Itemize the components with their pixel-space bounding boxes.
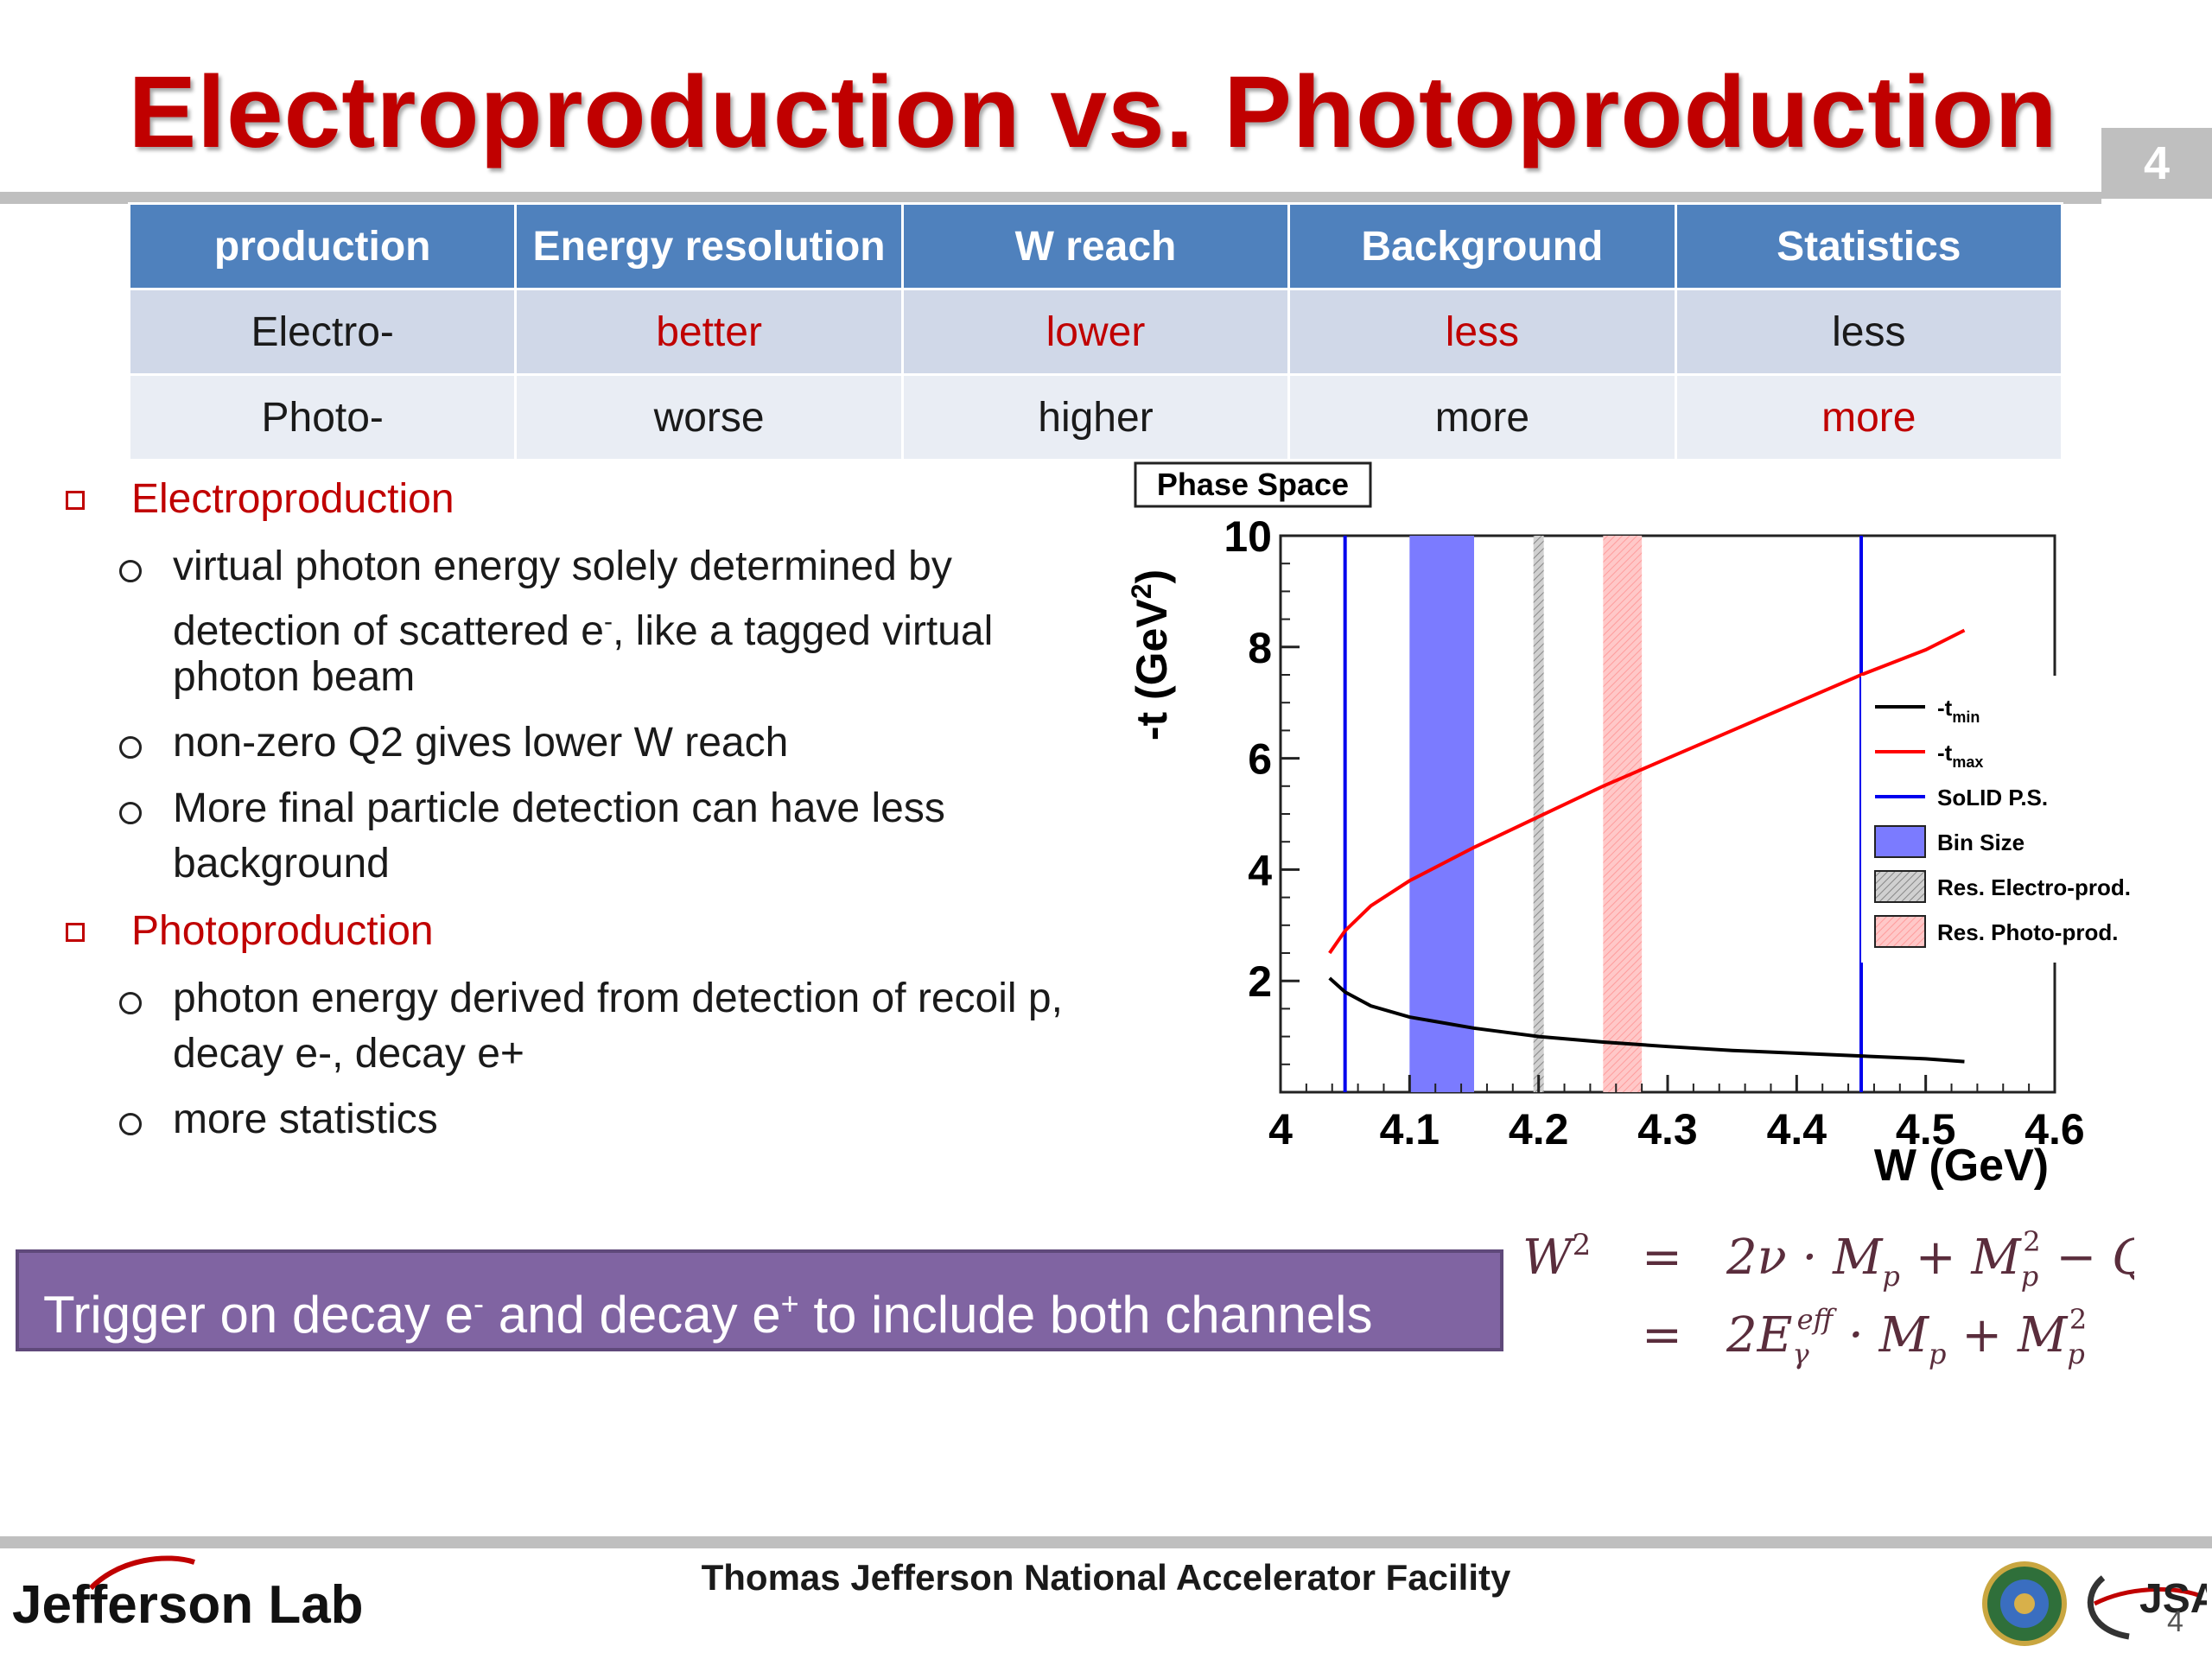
circle-bullet-icon: [119, 992, 142, 1014]
equation-line-2: 2Eγeff · Mp + Mp2: [1726, 1303, 2087, 1370]
cell-photo-background: more: [1287, 373, 1677, 461]
cell-photo-wreach: higher: [900, 373, 1291, 461]
table-row: Photo- worse higher more more: [127, 373, 2064, 461]
legend-label: SoLID P.S.: [1937, 785, 2048, 810]
x-tick-label: 4.1: [1380, 1105, 1440, 1154]
bullet-text: virtual photon energy solely determined …: [173, 543, 952, 589]
circle-bullet-icon: [119, 1113, 142, 1135]
bullet-text: more statistics: [173, 1096, 438, 1142]
svg-text:JSA: JSA: [2139, 1576, 2207, 1622]
x-tick-label: 4.3: [1637, 1105, 1698, 1154]
bullet-text: photon beam: [173, 654, 416, 700]
band-res-photo-prod-: [1603, 536, 1643, 1092]
legend-label: Res. Electro-prod.: [1937, 874, 2131, 900]
legend-label: Res. Photo-prod.: [1937, 919, 2118, 945]
doe-seal-icon: [1982, 1561, 2067, 1646]
legend-swatch: [1874, 870, 1926, 903]
cell-photo: Photo-: [127, 373, 518, 461]
jefferson-lab-swoosh-icon: [88, 1555, 195, 1591]
x-tick-label: 4.6: [2024, 1105, 2085, 1154]
x-tick-label: 4.5: [1896, 1105, 1956, 1154]
x-tick-label: 4.2: [1509, 1105, 1569, 1154]
x-axis-label: W (GeV): [1874, 1141, 2049, 1191]
header-energy-resolution: Energy resolution: [514, 202, 904, 290]
heading-photoproduction: Photoproduction: [131, 908, 434, 954]
legend-label: Bin Size: [1937, 830, 2024, 855]
bullet-text: More final particle detection can have l…: [173, 785, 945, 831]
cell-photo-energy: worse: [514, 373, 904, 461]
heading-electroproduction: Electroproduction: [131, 476, 454, 522]
cell-photo-statistics: more: [1674, 373, 2064, 461]
bullet-text: detection of scattered e-, like a tagged…: [173, 607, 994, 654]
x-tick-label: 4: [1268, 1105, 1293, 1154]
cell-electro-energy: better: [514, 288, 904, 376]
bullet-text: decay e-, decay e+: [173, 1031, 524, 1077]
jefferson-lab-logo: Jefferson Lab: [12, 1575, 364, 1635]
equation-lhs: W2: [1522, 1228, 1591, 1286]
slide-title: Electroproduction vs. Photoproduction: [128, 55, 2058, 169]
cell-electro-statistics: less: [1674, 288, 2064, 376]
y-tick-label: 8: [1248, 624, 1272, 672]
series-t-max: [1328, 628, 1966, 955]
y-tick-label: 6: [1248, 735, 1272, 784]
header-production: production: [127, 202, 518, 290]
header-statistics: Statistics: [1674, 202, 2064, 290]
circle-bullet-icon: [119, 802, 142, 824]
bullet-text: photon energy derived from detection of …: [173, 976, 1063, 1021]
comparison-table: production Energy resolution W reach Bac…: [127, 202, 2064, 461]
y-axis-label: -t (GeV2): [1126, 569, 1176, 741]
circle-bullet-icon: [119, 736, 142, 759]
legend-label: -tmin: [1937, 695, 1980, 726]
y-tick-label: 2: [1248, 957, 1272, 1006]
title-divider: [0, 192, 2101, 204]
x-tick-label: 4.4: [1767, 1105, 1827, 1154]
band-res-electro-prod-: [1533, 536, 1544, 1092]
footer-page-number: 4: [2167, 1605, 2183, 1638]
series-t-min: [1328, 976, 1965, 1064]
phase-space-chart: Phase Space 4 4.1 4.2 4.3 4.4 4.5 4.6 2 4 6 8 10 -t…: [1126, 461, 2200, 1191]
square-bullet-icon: [66, 923, 85, 942]
table-row: Electro- better lower less less: [127, 288, 2064, 376]
jsa-logo-icon: JSA: [2087, 1575, 2207, 1640]
cell-electro-wreach: lower: [900, 288, 1291, 376]
chart-title-box: [1134, 461, 1372, 508]
equals-sign: =: [1642, 1307, 1682, 1363]
cell-electro-background: less: [1287, 288, 1677, 376]
trigger-banner: Trigger on decay e- and decay e+ to incl…: [16, 1249, 1503, 1351]
header-background: Background: [1287, 202, 1677, 290]
cell-electro: Electro-: [127, 288, 518, 376]
footer-institution: Thomas Jefferson National Accelerator Fa…: [701, 1557, 1511, 1598]
y-tick-label: 4: [1248, 846, 1272, 894]
footer-divider: [0, 1536, 2212, 1548]
y-tick-label: 10: [1224, 512, 1272, 561]
square-bullet-icon: [66, 491, 85, 510]
legend-swatch: [1874, 825, 1926, 858]
band-bin-size: [1409, 536, 1474, 1092]
circle-bullet-icon: [119, 560, 142, 582]
equation-block: W2 = 2ν · Mp + Mp2 − Q2 = 2Eγeff · Mp + …: [1522, 1225, 2134, 1370]
superscript: -: [603, 607, 613, 636]
equation-line-1: 2ν · Mp + Mp2 − Q2: [1726, 1225, 2134, 1293]
legend-label: -tmax: [1937, 740, 1983, 771]
bullet-text: non-zero Q2 gives lower W reach: [173, 720, 789, 766]
legend-box: [1861, 676, 2200, 963]
table-header-row: production Energy resolution W reach Bac…: [127, 202, 2064, 290]
slide-number: 4: [2101, 128, 2212, 199]
bullet-text: background: [173, 841, 390, 887]
legend-swatch: [1874, 915, 1926, 948]
header-w-reach: W reach: [900, 202, 1291, 290]
chart-title: Phase Space: [1157, 467, 1349, 502]
equals-sign: =: [1642, 1230, 1682, 1286]
